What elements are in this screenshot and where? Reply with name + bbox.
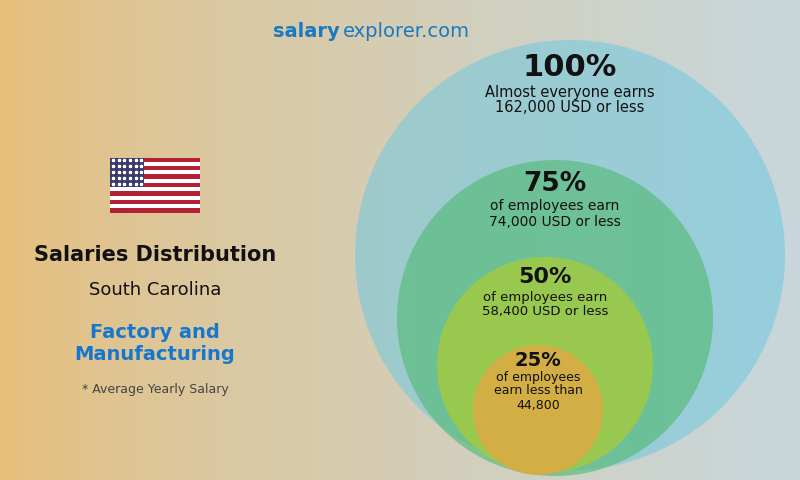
Bar [110,200,200,204]
Text: Almost everyone earns: Almost everyone earns [485,84,655,99]
Ellipse shape [437,257,653,473]
Bar [110,192,200,195]
Bar [110,174,200,179]
Ellipse shape [355,40,785,470]
Bar [110,162,200,166]
Text: explorer.com: explorer.com [343,22,470,41]
Ellipse shape [397,160,713,476]
Bar [110,179,200,183]
Bar [110,157,200,213]
Text: salary: salary [274,22,340,41]
Text: of employees earn: of employees earn [483,290,607,303]
Bar [110,183,200,187]
Ellipse shape [473,345,603,475]
Text: earn less than: earn less than [494,384,582,397]
Text: 100%: 100% [523,53,617,83]
Bar [110,170,200,174]
Bar [110,187,200,192]
Text: 50%: 50% [518,267,572,287]
Text: * Average Yearly Salary: * Average Yearly Salary [82,384,228,396]
Text: 75%: 75% [523,171,586,197]
Text: 58,400 USD or less: 58,400 USD or less [482,305,608,319]
Bar [110,208,200,213]
Bar [110,157,200,162]
Text: Manufacturing: Manufacturing [74,346,235,364]
Bar [110,204,200,208]
Bar [110,166,200,170]
Text: 44,800: 44,800 [516,398,560,411]
Text: of employees: of employees [496,371,580,384]
Text: 74,000 USD or less: 74,000 USD or less [489,215,621,229]
Bar [110,195,200,200]
Text: Factory and: Factory and [90,323,220,341]
Text: 162,000 USD or less: 162,000 USD or less [495,100,645,116]
Text: Salaries Distribution: Salaries Distribution [34,245,276,265]
Text: of employees earn: of employees earn [490,199,620,213]
Bar [110,157,144,187]
Text: 25%: 25% [514,351,562,371]
Text: South Carolina: South Carolina [89,281,221,299]
